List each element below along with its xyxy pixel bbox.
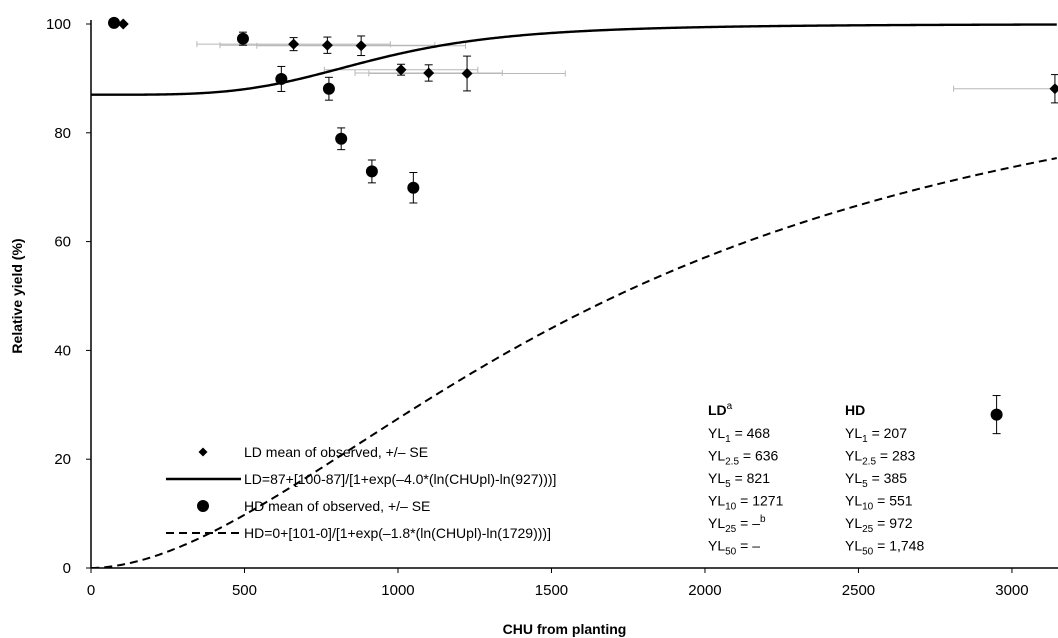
yl-row: YL10 = 1271 [708, 493, 784, 513]
yl-column-header: HD [845, 402, 865, 418]
y-tick-label: 100 [46, 16, 71, 33]
x-tick-label: 0 [87, 582, 95, 599]
ld-fit-curve [91, 23, 1057, 96]
x-tick-label: 1500 [535, 582, 568, 599]
yl-row: YL50 = 1,748 [845, 538, 924, 558]
y-tick-label: 40 [54, 342, 71, 359]
yl-column-header: LDa [708, 401, 733, 418]
hd-marker [108, 16, 121, 29]
yl-row: YL2.5 = 283 [845, 448, 916, 468]
ld-marker [1049, 83, 1058, 95]
ld-marker [117, 18, 129, 30]
x-tick-label: 2000 [688, 582, 721, 599]
y-tick-label: 60 [54, 234, 71, 251]
axes [86, 20, 1058, 573]
yl-row: YL1 = 207 [845, 425, 907, 445]
x-axis-title: CHU from planting [503, 621, 627, 637]
yl-row: YL50 = – [708, 538, 760, 558]
legend-ld-marker-icon [198, 447, 208, 457]
ld-marker [461, 68, 473, 80]
yl-row: YL5 = 821 [708, 470, 770, 490]
ld-marker [355, 40, 367, 52]
x-tick-label: 500 [232, 582, 257, 599]
y-tick-label: 20 [54, 451, 71, 468]
hd-marker [335, 132, 348, 145]
y-tick-label: 80 [54, 125, 71, 142]
legend-label: LD=87+[100-87]/[1+exp(–4.0*(ln(CHUpl)-ln… [244, 471, 556, 487]
y-tick-label: 0 [63, 560, 71, 577]
hd-marker [275, 72, 288, 85]
legend-hd-marker-icon [197, 500, 209, 512]
hd-fit-curve [91, 157, 1057, 568]
hd-marker [990, 408, 1003, 421]
legend: LD mean of observed, +/– SE LD=87+[100-87… [166, 444, 556, 541]
x-tick-label: 2500 [842, 582, 875, 599]
yl-row: YL1 = 468 [708, 425, 770, 445]
legend-label: HD=0+[101-0]/[1+exp(–1.8*(ln(CHUpl)-ln(1… [244, 525, 551, 541]
yl-row: YL25 = 972 [845, 515, 913, 535]
ld-marker [288, 38, 300, 50]
yl-row: YL5 = 385 [845, 470, 907, 490]
legend-label: HD mean of observed, +/– SE [244, 498, 430, 514]
yl-row: YL25 = –b [708, 514, 766, 535]
tick-labels: 0 500 1000 1500 2000 2500 3000 0 20 40 60 80 100 [46, 16, 1029, 599]
hd-marker [322, 82, 335, 95]
legend-label: LD mean of observed, +/– SE [244, 444, 428, 460]
hd-marker [236, 32, 249, 45]
x-tick-label: 3000 [995, 582, 1028, 599]
yl-row: YL10 = 551 [845, 493, 913, 513]
ld-marker [321, 39, 333, 51]
ld-marker [423, 67, 435, 79]
data-markers [108, 16, 1058, 421]
hd-marker [365, 165, 378, 178]
y-axis-title: Relative yield (%) [9, 238, 25, 353]
x-tick-label: 1000 [381, 582, 414, 599]
hd-marker [407, 181, 420, 194]
ld-marker [395, 64, 407, 76]
fitted-curves [91, 23, 1057, 568]
yl-row: YL2.5 = 636 [708, 448, 779, 468]
